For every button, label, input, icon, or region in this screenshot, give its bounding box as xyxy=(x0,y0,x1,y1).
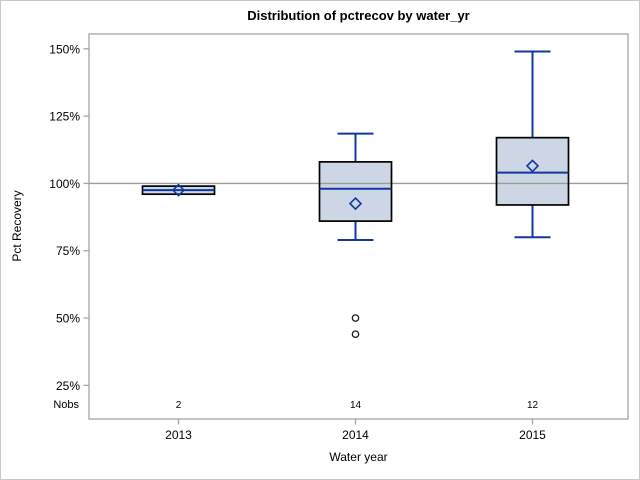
x-category-label: 2015 xyxy=(519,428,546,442)
outlier-point xyxy=(351,330,360,339)
y-tick-label: 50% xyxy=(56,312,80,326)
x-category-label: 2013 xyxy=(165,428,192,442)
plot-frame xyxy=(88,33,629,420)
nobs-value: 14 xyxy=(350,400,362,411)
y-tick-label: 75% xyxy=(56,244,80,258)
x-axis-title: Water year xyxy=(329,450,388,464)
y-axis-title: Pct Recovery xyxy=(10,190,24,262)
nobs-value: 2 xyxy=(176,400,182,411)
y-tick-label: 125% xyxy=(49,110,80,124)
nobs-header: Nobs xyxy=(53,399,79,411)
outlier-point xyxy=(351,314,360,322)
box-outline xyxy=(318,161,393,222)
mean-diamond xyxy=(525,159,540,173)
box-fill xyxy=(319,161,392,222)
nobs-value: 12 xyxy=(527,400,539,411)
y-tick-label: 100% xyxy=(49,177,80,191)
y-tick-label: 25% xyxy=(56,379,80,393)
x-category-label: 2014 xyxy=(342,428,369,442)
mean-diamond xyxy=(348,196,363,211)
mean-diamond xyxy=(171,183,186,197)
y-tick-label: 150% xyxy=(49,42,80,56)
chart-title: Distribution of pctrecov by water_yr xyxy=(247,8,470,23)
box-outline xyxy=(495,136,570,206)
